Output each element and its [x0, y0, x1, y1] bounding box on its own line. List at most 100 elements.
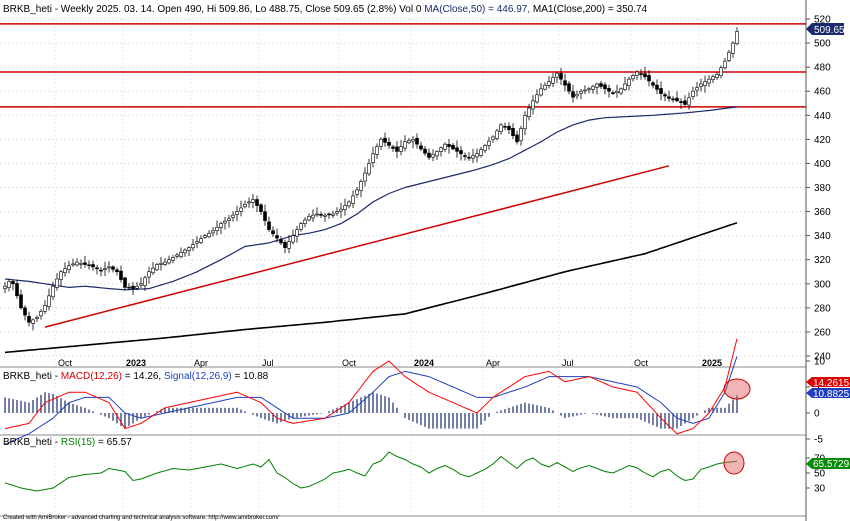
candle [695, 81, 699, 97]
candle [211, 226, 215, 237]
candle [115, 267, 119, 276]
candle [331, 210, 335, 218]
candle [623, 76, 627, 91]
date-tick-label: Jul [262, 358, 274, 368]
macd-axis: 1050-5 [806, 357, 826, 446]
candle [135, 282, 139, 291]
candle [639, 69, 643, 80]
candle [187, 246, 191, 257]
ma200-line [4, 221, 738, 354]
candle [567, 81, 571, 95]
candle [551, 73, 555, 88]
candle [35, 315, 39, 323]
candle [467, 152, 471, 161]
candle [267, 216, 271, 232]
candle [703, 75, 707, 93]
candle [655, 79, 659, 95]
candle [431, 149, 435, 162]
candle [243, 200, 247, 209]
candle [723, 57, 727, 70]
candle [219, 221, 223, 235]
candle [527, 103, 531, 121]
candle [691, 86, 695, 100]
rsi-highlight-circle [723, 451, 745, 475]
candle [315, 207, 319, 217]
grid-lines [0, 18, 806, 516]
ma50-line [4, 106, 738, 291]
candle [119, 265, 123, 283]
candle [183, 248, 187, 257]
candle [563, 73, 567, 92]
date-tick-label: Oct [58, 358, 73, 368]
candle [11, 279, 15, 291]
candle [491, 135, 495, 143]
price-tick-label: 480 [814, 63, 831, 74]
candle [479, 146, 483, 158]
candle [19, 289, 23, 310]
price-tick-label: 260 [814, 327, 831, 338]
candle [731, 41, 735, 59]
signal-value-badge: 10.8825 [806, 388, 850, 400]
candle [247, 197, 251, 208]
candle [699, 78, 703, 92]
candle [239, 200, 243, 217]
price-tick-label: 500 [814, 39, 831, 50]
candle [447, 139, 451, 154]
candle [311, 209, 315, 222]
candle [711, 74, 715, 83]
candle [443, 142, 447, 153]
macd-title: BRKB_heti - MACD(12,26) = 14.26, Signal(… [3, 371, 269, 382]
candle [427, 148, 431, 160]
price-tick-label: 520 [814, 15, 831, 26]
candle [335, 207, 339, 216]
candle [279, 236, 283, 246]
candle [559, 67, 563, 85]
candle [3, 282, 7, 294]
candle [171, 254, 175, 264]
candle [147, 266, 151, 284]
candle [715, 71, 719, 80]
candle [719, 65, 723, 79]
candle [495, 128, 499, 141]
candle [339, 202, 343, 219]
candle [207, 230, 211, 239]
signal-value-label: 10.8825 [813, 389, 850, 400]
candle [407, 137, 411, 145]
price-tick-label: 360 [814, 207, 831, 218]
macd-line [4, 338, 738, 435]
candle [671, 96, 675, 103]
date-tick-label: Apr [486, 358, 500, 368]
price-tick-label: 320 [814, 255, 831, 266]
candle [75, 258, 79, 267]
candlesticks [3, 27, 739, 331]
candle [395, 141, 399, 159]
candle [631, 73, 635, 82]
price-tick-label: 240 [814, 352, 831, 363]
date-tick-label: 2025 [702, 358, 722, 368]
candle [59, 270, 63, 287]
candle [51, 281, 55, 300]
candle [475, 148, 479, 163]
candle [283, 239, 287, 254]
candle [291, 229, 295, 245]
candle [459, 145, 463, 161]
candle [499, 123, 503, 135]
candle [163, 257, 167, 267]
candle [591, 84, 595, 94]
date-tick-label: Oct [342, 358, 357, 368]
macd-value-badge: 14.2615 [806, 377, 850, 389]
candle [7, 278, 11, 292]
candle [175, 252, 179, 259]
candle [635, 70, 639, 80]
candle [195, 236, 199, 249]
candle [67, 260, 71, 274]
candle [403, 135, 407, 152]
price-tick-label: 280 [814, 303, 831, 314]
candle [579, 88, 583, 100]
candle [151, 261, 155, 275]
candle [203, 233, 207, 239]
candle [571, 84, 575, 103]
candle [587, 87, 591, 94]
signal-line [4, 356, 738, 445]
candle [359, 179, 363, 198]
